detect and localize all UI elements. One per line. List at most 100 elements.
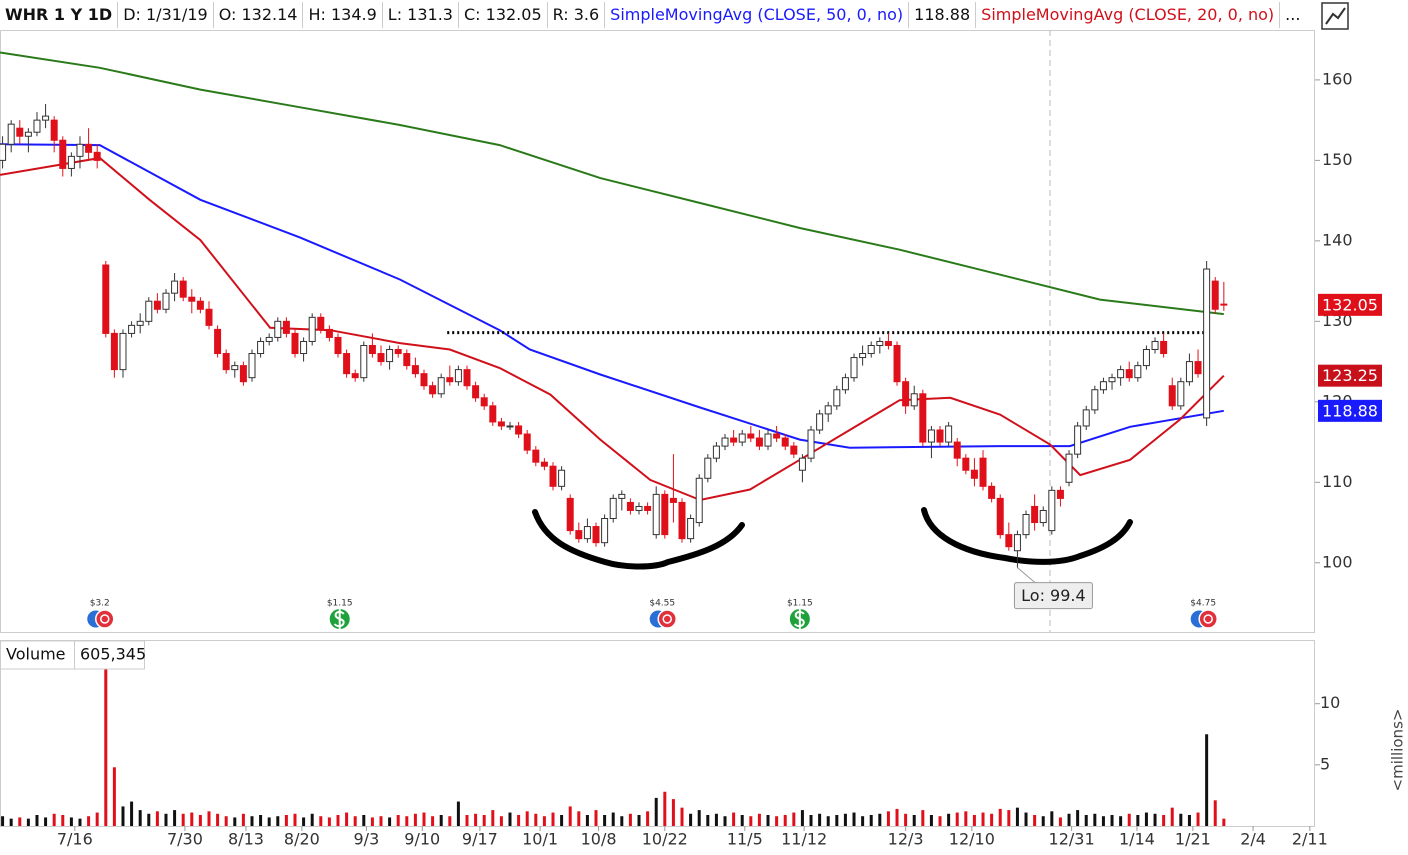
candle-body bbox=[549, 465, 557, 487]
candle-body bbox=[231, 365, 239, 371]
volume-bar bbox=[1119, 816, 1123, 826]
header-more[interactable]: ... bbox=[1285, 5, 1301, 24]
earnings-icon-detail bbox=[1203, 614, 1213, 624]
volume-bar bbox=[130, 801, 134, 826]
volume-bar bbox=[18, 817, 22, 826]
chart-header: WHR 1 Y 1D D: 1/31/19 O: 132.14 H: 134.9… bbox=[0, 0, 1305, 30]
event-label: $4.55 bbox=[649, 599, 675, 609]
volume-bar bbox=[1213, 800, 1217, 826]
candle-body bbox=[523, 433, 531, 451]
price-tag-label: 123.25 bbox=[1322, 366, 1378, 385]
volume-bar bbox=[396, 814, 400, 826]
volume-bar bbox=[224, 816, 228, 826]
volume-bar bbox=[1127, 813, 1131, 826]
candle-body bbox=[833, 389, 841, 407]
volume-bar bbox=[233, 817, 237, 826]
candle-body bbox=[1203, 268, 1211, 419]
candle-body bbox=[334, 336, 342, 355]
volume-bar bbox=[78, 818, 82, 826]
price-pane-frame bbox=[0, 30, 1315, 633]
volume-bar bbox=[198, 814, 202, 826]
volume-bar bbox=[912, 814, 916, 826]
volume-bar bbox=[826, 816, 830, 826]
candle-body bbox=[480, 397, 488, 407]
candle-body bbox=[265, 336, 273, 342]
candle-body bbox=[936, 429, 944, 443]
candle-body bbox=[635, 505, 643, 511]
volume-bar bbox=[267, 817, 271, 826]
volume-bar bbox=[852, 812, 856, 826]
volume-unit: <millions> bbox=[1389, 709, 1407, 792]
volume-bar bbox=[499, 816, 503, 826]
volume-bar bbox=[491, 810, 495, 826]
x-tick-label: 12/10 bbox=[949, 830, 995, 849]
candle-body bbox=[377, 353, 385, 363]
volume-bar bbox=[886, 811, 890, 826]
volume-bar bbox=[1084, 814, 1088, 826]
header-field: R: 3.6 bbox=[548, 2, 606, 28]
candle-body bbox=[1048, 489, 1056, 532]
volume-bar bbox=[1101, 816, 1105, 826]
volume-bar bbox=[947, 813, 951, 826]
candle-body bbox=[859, 353, 867, 359]
candle-body bbox=[214, 328, 222, 355]
candle-body bbox=[153, 300, 161, 310]
candle-body bbox=[33, 119, 41, 133]
volume-bar bbox=[276, 816, 280, 826]
volume-bar bbox=[147, 813, 151, 826]
volume-bar bbox=[44, 817, 48, 826]
header-field: H: 134.9 bbox=[303, 2, 383, 28]
volume-bar bbox=[646, 811, 650, 826]
candle-body bbox=[300, 340, 308, 355]
candle-body bbox=[222, 353, 230, 371]
volume-header-box bbox=[0, 640, 145, 670]
candle-body bbox=[1177, 381, 1185, 407]
volume-bar bbox=[869, 814, 873, 826]
volume-bar bbox=[1024, 812, 1028, 826]
volume-bar bbox=[861, 816, 865, 826]
volume-bar bbox=[405, 816, 409, 826]
candle-body bbox=[317, 316, 325, 330]
earnings-icon-detail bbox=[100, 614, 110, 624]
volume-bar bbox=[929, 814, 933, 826]
volume-bar bbox=[1093, 813, 1097, 826]
volume-bar bbox=[336, 814, 340, 826]
volume-bar bbox=[250, 816, 254, 826]
candle-body bbox=[257, 340, 265, 355]
candle-body bbox=[558, 469, 566, 487]
price-tag-label: 132.05 bbox=[1322, 295, 1378, 314]
event-label: $1.15 bbox=[787, 599, 813, 609]
volume-bar bbox=[1110, 814, 1114, 826]
volume-bar bbox=[216, 813, 220, 826]
candle-body bbox=[532, 449, 540, 463]
candle-body bbox=[618, 493, 626, 499]
candle-body bbox=[824, 405, 832, 415]
volume-bar bbox=[585, 814, 589, 826]
candle-body bbox=[394, 349, 402, 355]
candle-body bbox=[927, 429, 935, 443]
y-tick-label: 110 bbox=[1322, 472, 1353, 491]
volume-bar bbox=[671, 799, 675, 826]
volume-bar bbox=[422, 812, 426, 826]
candle-body bbox=[1194, 361, 1202, 375]
candle-body bbox=[1168, 385, 1176, 407]
moving-average-line bbox=[0, 143, 1224, 449]
volume-bar bbox=[353, 816, 357, 826]
volume-bar bbox=[620, 816, 624, 826]
candle-body bbox=[945, 425, 953, 443]
volume-bar bbox=[52, 813, 56, 826]
annotation-box bbox=[1013, 582, 1093, 610]
volume-bar bbox=[362, 814, 366, 826]
candle-body bbox=[205, 308, 213, 326]
candle-body bbox=[196, 300, 204, 310]
x-tick-label: 10/1 bbox=[522, 830, 558, 849]
earnings-icon-detail bbox=[662, 614, 672, 624]
volume-bar bbox=[164, 813, 168, 826]
earnings-icon bbox=[1198, 609, 1218, 629]
legend-entry: SimpleMovingAvg (CLOSE, 50, 0, no) bbox=[605, 2, 910, 28]
volume-bar bbox=[121, 806, 125, 826]
candle-body bbox=[119, 332, 127, 371]
x-tick-label: 7/16 bbox=[57, 830, 93, 849]
candle-body bbox=[308, 316, 316, 342]
